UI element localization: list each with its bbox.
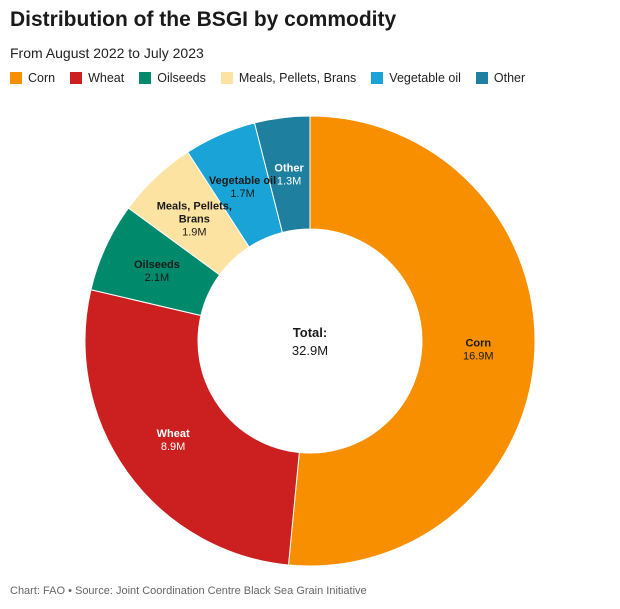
chart-title: Distribution of the BSGI by commodity — [10, 8, 397, 31]
legend-item-corn: Corn — [10, 71, 55, 85]
slice-label-wheat: Wheat 8.9M — [157, 428, 190, 453]
slice-other — [253, 115, 311, 234]
slice-labels: Corn 16.9M Wheat 8.9M Oilseeds 2.1M Meals, Pel… — [134, 162, 494, 452]
legend-label-meals: Meals, Pellets, Brans — [238, 71, 357, 85]
slice-wheat — [84, 289, 300, 566]
legend-swatch-vegetable-oil — [371, 72, 384, 84]
legend-label-corn: Corn — [28, 71, 56, 85]
slice-label-meals-pellets-brans: Meals, Pellets, Brans 1.9M — [157, 200, 232, 238]
center-total-value: 32.9M — [292, 343, 328, 358]
legend-label-oilseeds: Oilseeds — [157, 71, 206, 85]
legend-item-other: Other — [475, 71, 526, 85]
slice-label-vegetable-oil: Vegetable oil 1.7M — [209, 175, 276, 200]
center-total-label: Total: — [293, 325, 327, 340]
legend-label-wheat: Wheat — [88, 71, 125, 85]
slice-label-other: Other 1.3M — [274, 162, 304, 187]
legend-item-meals: Meals, Pellets, Brans — [220, 71, 357, 85]
donut-slices — [84, 115, 536, 567]
legend-label-vegetable-oil: Vegetable oil — [389, 71, 461, 85]
legend-swatch-corn — [10, 72, 22, 84]
legend-swatch-oilseeds — [139, 72, 152, 84]
legend-swatch-other — [475, 72, 488, 84]
legend-item-wheat: Wheat — [70, 71, 124, 85]
chart-subtitle: From August 2022 to July 2023 — [10, 45, 204, 61]
slice-corn — [287, 115, 536, 567]
chart-credit: Chart: FAO • Source: Joint Coordination … — [10, 585, 367, 597]
legend-label-other: Other — [493, 71, 526, 85]
legend-swatch-meals — [220, 72, 233, 84]
legend-item-vegetable-oil: Vegetable oil — [371, 71, 461, 85]
legend: Corn Wheat Oilseeds Meals, Pellets, Bran… — [10, 71, 540, 85]
legend-swatch-wheat — [70, 72, 83, 84]
slice-label-corn: Corn 16.9M — [463, 338, 494, 363]
legend-item-oilseeds: Oilseeds — [139, 71, 206, 85]
slice-label-oilseeds: Oilseeds 2.1M — [134, 259, 180, 284]
